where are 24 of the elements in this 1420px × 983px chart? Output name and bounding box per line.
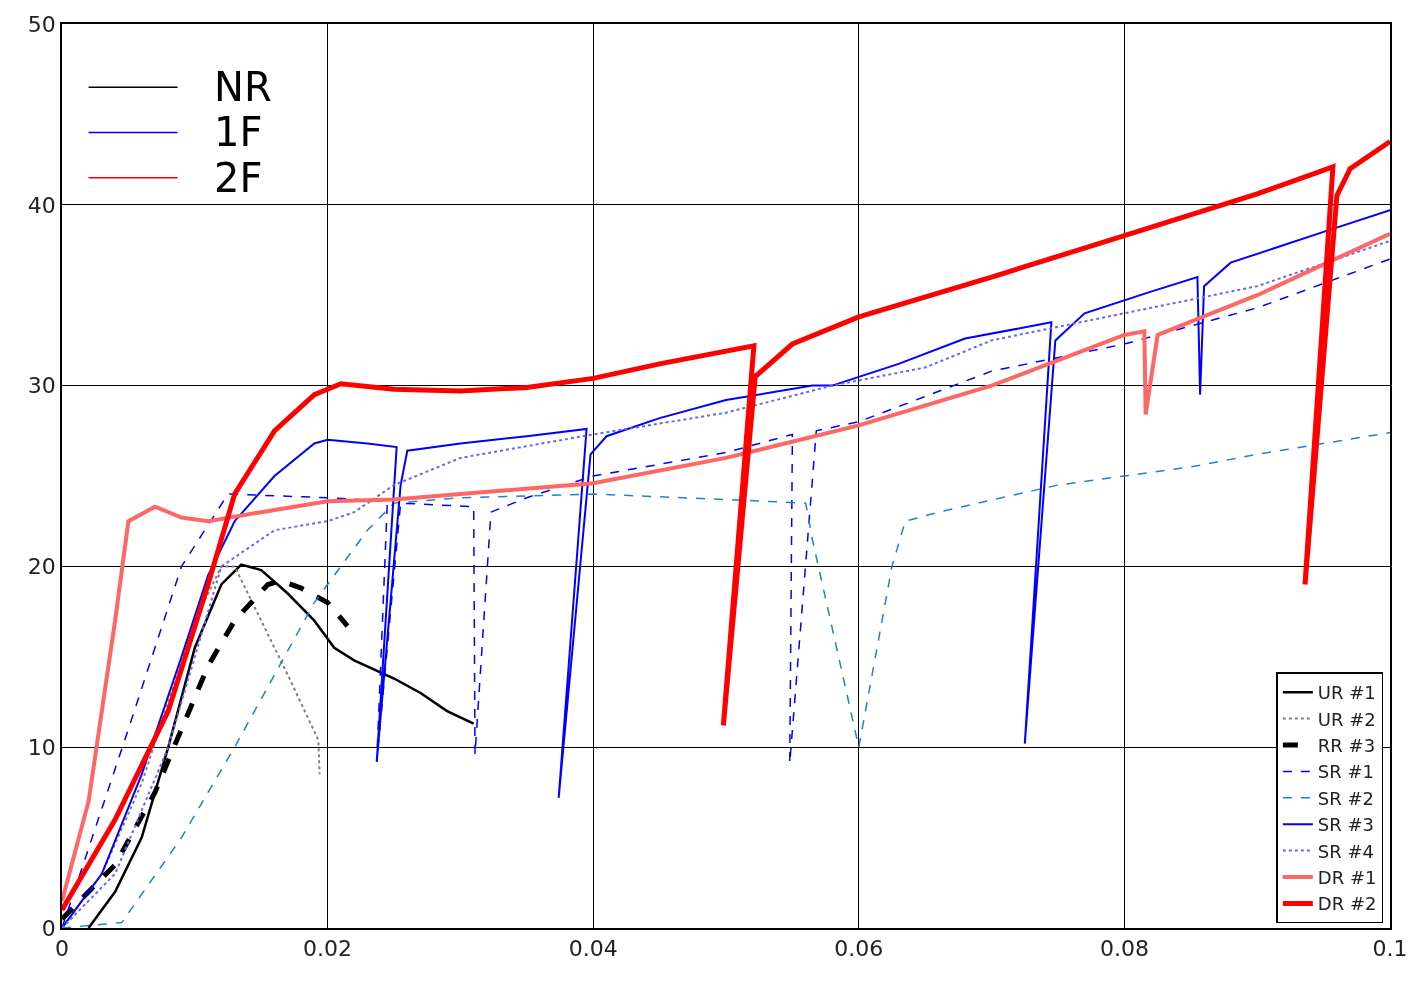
x-tick-label: 0.02: [303, 936, 353, 962]
y-tick-label: 10: [27, 734, 56, 760]
y-tick-label: 50: [27, 11, 56, 37]
x-tick-label: 0.08: [1099, 936, 1149, 962]
legend-label: SR #2: [1317, 787, 1375, 809]
y-tick-label: 20: [27, 554, 56, 580]
legend-label: RR #3: [1317, 735, 1376, 756]
legend-label: UR #2: [1317, 708, 1376, 730]
x-tick-label: 0.06: [834, 936, 884, 962]
line-series: [62, 431, 1390, 928]
annotation: NR: [214, 64, 272, 110]
x-tick-label: 0.1: [1372, 936, 1408, 962]
legend-label: UR #1: [1317, 682, 1376, 704]
annotation: 1F: [214, 109, 263, 155]
legend-label: SR #1: [1317, 761, 1375, 783]
y-tick-label: 40: [27, 192, 56, 218]
y-tick-label: 30: [27, 373, 56, 399]
legend-label: SR #3: [1317, 814, 1375, 836]
annotation: 2F: [214, 155, 263, 201]
legend-label: DR #2: [1317, 893, 1377, 915]
legend-label: SR #4: [1317, 840, 1375, 862]
legend-label: DR #1: [1317, 867, 1377, 888]
y-tick-label: 0: [41, 915, 56, 941]
x-tick-label: 0.04: [568, 936, 618, 962]
